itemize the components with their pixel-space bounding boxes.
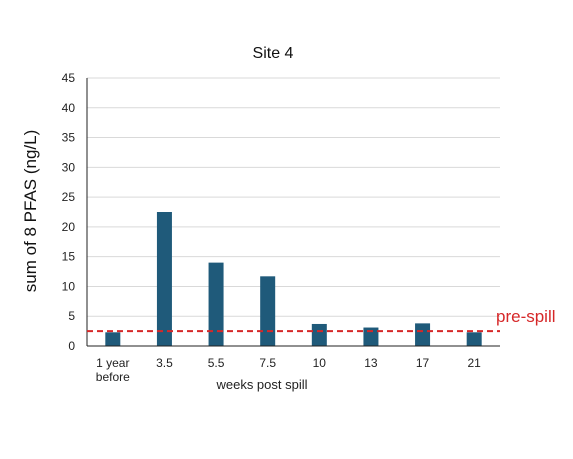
y-tick-label: 15 — [62, 250, 76, 264]
bar — [466, 332, 482, 346]
y-axis-label: sum of 8 PFAS (ng/L) — [21, 130, 40, 293]
x-tick-label: 10 — [313, 356, 327, 370]
x-tick-label: 17 — [416, 356, 430, 370]
bar — [156, 212, 172, 346]
y-tick-labels: 0 5 10 15 20 25 30 35 40 45 — [62, 71, 76, 353]
x-axis-label: weeks post spill — [215, 377, 307, 392]
gridlines — [87, 77, 500, 317]
bar — [311, 323, 327, 346]
x-tick-label: before — [96, 370, 130, 384]
x-tick-label: 5.5 — [208, 356, 225, 370]
y-tick-label: 0 — [68, 339, 75, 353]
reference-line-group: pre-spill — [87, 307, 556, 333]
bar — [208, 262, 224, 346]
x-tick-label: 1 year — [96, 356, 129, 370]
bar — [415, 323, 431, 346]
y-tick-label: 5 — [68, 309, 75, 323]
x-tick-label: 7.5 — [259, 356, 276, 370]
bar — [260, 276, 276, 346]
y-tick-label: 10 — [62, 279, 76, 293]
y-tick-label: 30 — [62, 160, 76, 174]
y-tick-label: 25 — [62, 190, 76, 204]
y-tick-label: 35 — [62, 131, 76, 145]
x-tick-label: 21 — [468, 356, 482, 370]
axes — [86, 78, 500, 347]
x-tick-label: 3.5 — [156, 356, 173, 370]
y-tick-label: 20 — [62, 220, 76, 234]
bar — [363, 327, 379, 346]
reference-line-label: pre-spill — [496, 307, 556, 326]
y-tick-label: 45 — [62, 71, 76, 85]
chart-title: Site 4 — [253, 45, 294, 62]
y-tick-label: 40 — [62, 101, 76, 115]
bars — [105, 212, 482, 346]
bar — [105, 332, 121, 346]
x-tick-label: 13 — [364, 356, 378, 370]
